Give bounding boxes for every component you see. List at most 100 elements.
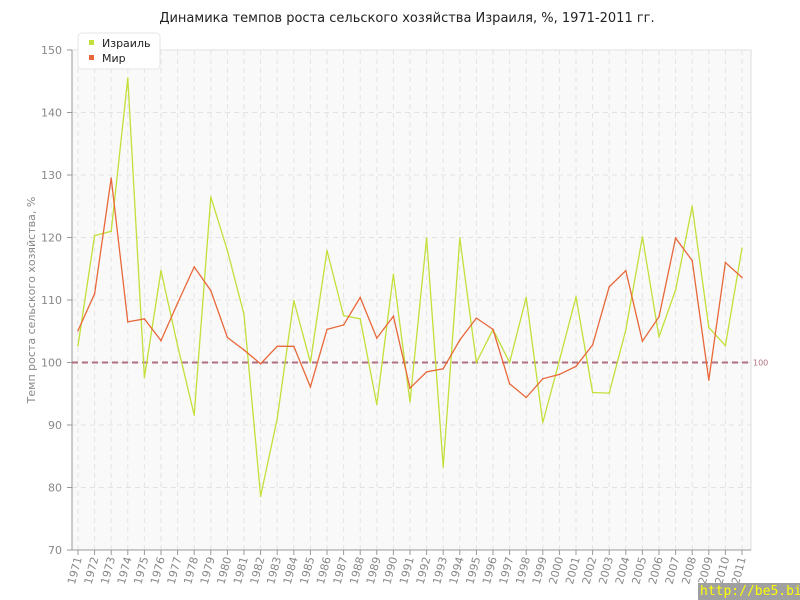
y-tick-label: 100 <box>41 357 62 370</box>
data-point <box>392 315 395 318</box>
data-point <box>459 237 461 239</box>
x-axis: 1971197219731974197519761977197819791980… <box>65 549 751 586</box>
data-point <box>691 205 693 208</box>
data-point <box>176 344 179 347</box>
data-point <box>309 386 312 388</box>
data-point <box>724 261 727 264</box>
data-point <box>508 361 511 364</box>
data-point <box>276 417 279 420</box>
data-point <box>226 249 229 252</box>
data-point <box>77 329 79 332</box>
data-point <box>691 259 693 262</box>
data-point <box>591 391 594 394</box>
data-point <box>110 177 112 179</box>
data-point <box>492 328 494 331</box>
data-point <box>442 466 445 468</box>
legend-swatch-israel <box>89 40 94 45</box>
data-point <box>243 349 245 351</box>
data-point <box>160 339 162 342</box>
data-point <box>741 247 743 249</box>
reference-line-label: 100 <box>753 359 768 368</box>
data-point <box>708 379 710 381</box>
plot-area <box>71 49 752 551</box>
y-tick-label: 150 <box>41 44 62 57</box>
data-point <box>741 276 743 279</box>
data-point <box>525 396 527 399</box>
data-point <box>442 367 445 370</box>
data-point <box>376 403 378 406</box>
data-point <box>558 359 561 362</box>
y-tick-label: 70 <box>48 544 62 557</box>
data-point <box>575 365 577 368</box>
data-point <box>359 296 362 299</box>
data-point <box>259 495 262 498</box>
y-tick-label: 140 <box>41 107 62 120</box>
data-point <box>160 269 162 272</box>
data-point <box>658 336 660 338</box>
data-point <box>475 317 478 319</box>
data-point <box>143 376 146 379</box>
data-point <box>674 289 677 291</box>
y-tick-label: 130 <box>41 169 62 182</box>
data-point <box>93 234 96 237</box>
data-point <box>77 344 79 347</box>
data-point <box>425 371 428 373</box>
data-point <box>243 313 245 316</box>
data-point <box>293 299 295 302</box>
grid <box>72 49 751 550</box>
data-point <box>342 324 345 326</box>
data-point <box>93 292 96 295</box>
data-point <box>127 321 129 323</box>
legend-label-israel[interactable]: Израиль <box>102 37 150 50</box>
data-point <box>210 196 212 198</box>
data-point <box>625 329 627 331</box>
data-point <box>326 328 328 331</box>
data-point <box>608 286 610 288</box>
data-point <box>409 401 411 403</box>
y-tick-label: 80 <box>48 482 62 495</box>
legend-swatch-world <box>89 55 94 60</box>
data-point <box>392 273 395 276</box>
data-point <box>376 337 378 339</box>
series-lines <box>77 77 743 498</box>
x-tick-label: 2011 <box>729 555 749 585</box>
data-point <box>193 414 195 416</box>
data-point <box>641 236 644 238</box>
legend-label-world[interactable]: Мир <box>102 52 126 65</box>
data-point <box>309 361 312 364</box>
data-point <box>459 339 461 341</box>
reference-line: 100 <box>72 359 768 368</box>
data-point <box>193 266 195 268</box>
watermark[interactable]: http://be5.biz <box>698 583 800 600</box>
data-point <box>143 317 146 320</box>
data-point <box>210 289 212 292</box>
data-point <box>293 345 295 348</box>
data-point <box>575 296 577 298</box>
data-point <box>625 269 627 272</box>
legend[interactable]: Израиль Мир <box>77 32 161 70</box>
y-tick-label: 90 <box>48 419 62 432</box>
data-point <box>608 392 610 394</box>
y-tick-label: 110 <box>41 294 62 307</box>
data-point <box>674 237 677 239</box>
data-point <box>724 344 727 347</box>
y-tick-label: 120 <box>41 232 62 245</box>
data-point <box>475 361 478 364</box>
data-point <box>658 316 660 318</box>
data-point <box>326 249 328 252</box>
legend-box <box>77 32 161 70</box>
y-axis-label: Темп роста сельского хозяйства, % <box>25 197 38 405</box>
y-axis: 70 80 90 100 110 120 130 140 150 <box>41 44 73 557</box>
data-point <box>591 344 594 346</box>
data-point <box>127 77 129 79</box>
data-point <box>359 317 362 320</box>
data-point <box>226 336 229 339</box>
chart-title: Динамика темпов роста сельского хозяйств… <box>159 11 654 26</box>
data-point <box>409 387 411 389</box>
data-point <box>708 326 710 329</box>
data-point <box>542 377 544 380</box>
data-point <box>558 373 561 376</box>
data-point <box>525 296 527 299</box>
data-point <box>641 340 644 343</box>
